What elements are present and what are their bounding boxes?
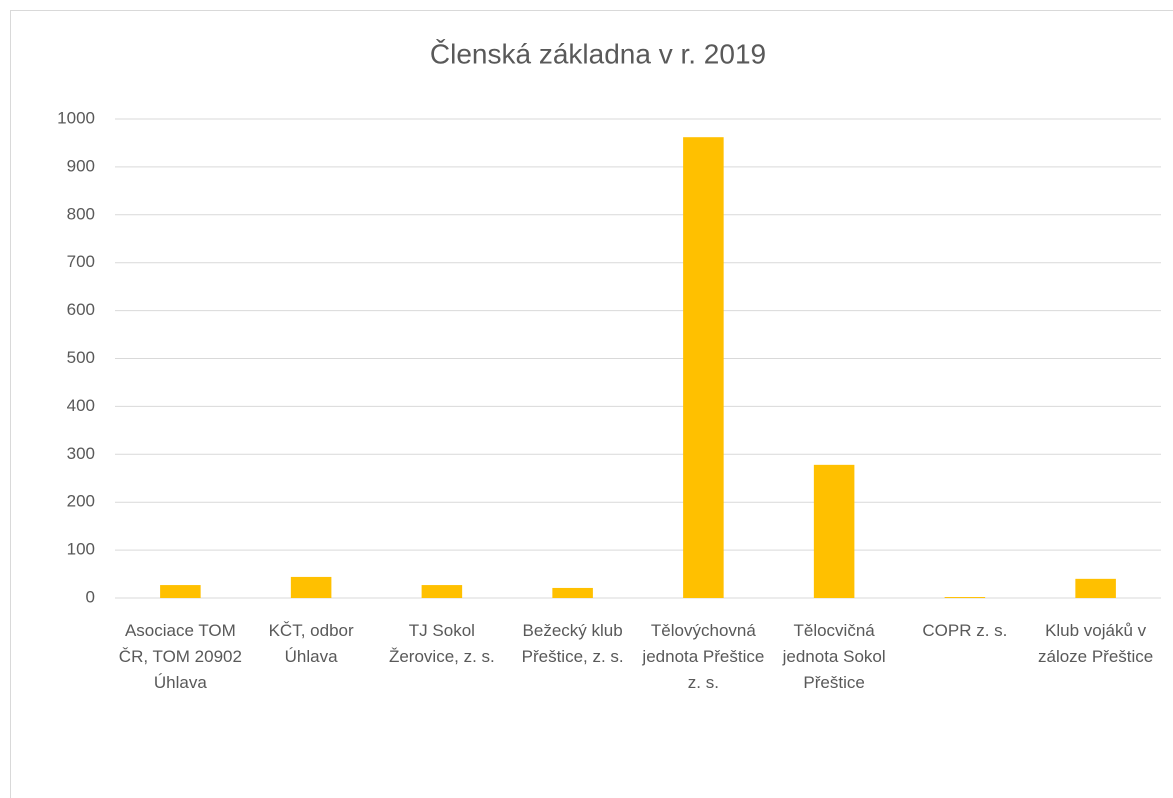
y-tick-label: 600 <box>67 300 95 319</box>
bar <box>290 576 332 598</box>
x-tick-label: Bežecký klub Přeštice, z. s. <box>521 621 624 666</box>
x-tick-label: Klub vojáků v záloze Přeštice <box>1037 621 1154 666</box>
chart-title: Členská základna v r. 2019 <box>430 38 766 69</box>
y-tick-label: 400 <box>67 396 95 415</box>
x-tick-label: COPR z. s. <box>922 621 1008 640</box>
y-tick-label: 100 <box>67 540 95 559</box>
y-tick-label: 0 <box>86 587 95 606</box>
bar <box>421 585 463 598</box>
x-tick-label: Tělocvičná jednota Sokol Přeštice <box>782 621 886 692</box>
bar <box>683 137 724 598</box>
y-tick-label: 500 <box>67 348 95 367</box>
y-tick-label: 700 <box>67 252 95 271</box>
y-tick-label: 1000 <box>57 108 95 127</box>
bar <box>813 464 855 598</box>
bar <box>160 585 201 598</box>
bar <box>944 597 986 598</box>
x-tick-label: Asociace TOM ČR, TOM 20902 Úhlava <box>118 621 242 692</box>
y-tick-label: 200 <box>67 492 95 511</box>
y-tick-label: 900 <box>67 156 95 175</box>
bar <box>1075 578 1116 598</box>
x-tick-label: TJ Sokol Žerovice, z. s. <box>388 621 495 666</box>
bar <box>552 587 593 598</box>
y-tick-label: 300 <box>67 444 95 463</box>
x-tick-label: Tělovýchovná jednota Přeštice z. s. <box>642 621 765 692</box>
y-tick-label: 800 <box>67 204 95 223</box>
x-tick-label: KČT, odbor Úhlava <box>268 621 354 666</box>
chart-frame <box>10 10 1173 798</box>
